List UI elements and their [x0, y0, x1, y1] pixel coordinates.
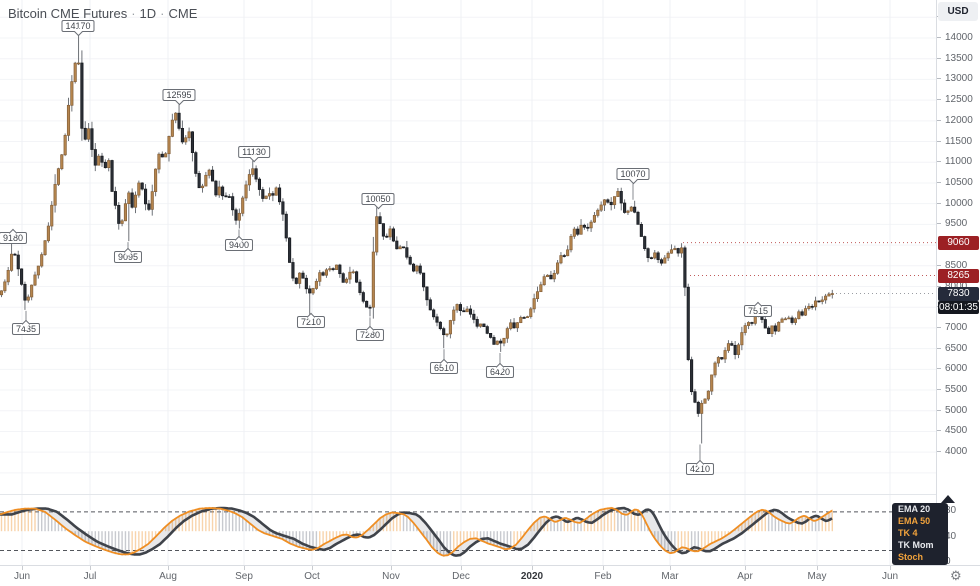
swing-label: 12595: [162, 89, 196, 101]
time-tick-mark: [461, 566, 462, 570]
time-tick-may: May: [807, 571, 827, 582]
time-tick-mark: [22, 566, 23, 570]
time-tick-mark: [168, 566, 169, 570]
symbol-name: Bitcoin CME Futures: [8, 6, 128, 21]
timezone-settings-gear-icon[interactable]: ⚙: [950, 568, 962, 583]
indicator-labels-box: EMA 20 EMA 50 TK 4 TK Mom Stoch: [892, 503, 948, 565]
time-tick-mark: [312, 566, 313, 570]
time-tick-jul: Jul: [83, 571, 97, 582]
oscillator-canvas: [0, 495, 936, 566]
title-separator: ·: [131, 6, 136, 21]
swing-label: 9095: [113, 251, 143, 263]
swing-label: 4210: [685, 463, 715, 475]
price-tick: 5000: [937, 405, 980, 417]
main-price-pane[interactable]: 14170 9180 7435 9095 12595 11130 9400 10050 7210…: [0, 0, 936, 494]
time-tick-mark: [745, 566, 746, 570]
price-tick: 5500: [937, 384, 980, 396]
price-tick: 8000: [937, 281, 980, 293]
time-axis[interactable]: Jun Jul Aug Sep Oct Nov Dec 2020 Feb Mar Apr May Jun: [0, 565, 980, 586]
time-tick-nov: Nov: [382, 571, 400, 582]
time-tick-sep: Sep: [235, 571, 253, 582]
indicator-label-ema-50: EMA 50: [898, 516, 931, 526]
price-axis[interactable]: 1450014000135001300012500120001150011000…: [936, 0, 980, 567]
time-tick-feb: Feb: [594, 571, 612, 582]
swing-label: 7280: [355, 329, 385, 341]
time-tick-dec: Dec: [452, 571, 470, 582]
swing-label: 6510: [429, 362, 459, 374]
swing-label: 10070: [616, 168, 650, 180]
time-tick-mark: [603, 566, 604, 570]
price-tick: 14000: [937, 32, 980, 44]
indicator-label-ema-20: EMA 20: [898, 504, 931, 514]
currency-toggle-button[interactable]: USD: [938, 2, 978, 21]
title-separator: ·: [160, 6, 165, 21]
time-tick-mark: [90, 566, 91, 570]
time-tick-mark: [670, 566, 671, 570]
swing-label: 9400: [224, 239, 254, 251]
indicator-pane[interactable]: [0, 494, 936, 566]
swing-label: 7435: [11, 323, 41, 335]
price-chart-canvas: [0, 0, 936, 494]
time-tick-mar: Mar: [661, 571, 679, 582]
countdown-label: 08:01:35: [938, 300, 979, 314]
time-tick-apr: Apr: [737, 571, 753, 582]
swing-label: 10050: [361, 193, 395, 205]
pane-arrow-icon[interactable]: [941, 495, 955, 503]
price-tick: 12500: [937, 94, 980, 106]
alert-price-label[interactable]: 9060: [938, 235, 979, 250]
time-tick-aug: Aug: [159, 571, 177, 582]
indicator-label-stoch: Stoch: [898, 552, 924, 562]
price-tick: 11000: [937, 156, 980, 168]
exchange-label: CME: [168, 6, 198, 21]
price-tick: 13500: [937, 53, 980, 65]
price-tick: 13000: [937, 73, 980, 85]
time-tick-mark: [890, 566, 891, 570]
time-tick-2020: 2020: [520, 571, 544, 582]
price-tick: 10000: [937, 198, 980, 210]
alert-price-label[interactable]: 8265: [938, 268, 979, 283]
price-tick: 11500: [937, 136, 980, 148]
swing-label: 7210: [296, 316, 326, 328]
time-tick-mark: [391, 566, 392, 570]
time-tick-mark: [244, 566, 245, 570]
last-price-label: 7830: [938, 286, 979, 301]
symbol-title: Bitcoin CME Futures · 1D · CME: [8, 6, 197, 21]
time-tick-mark: [532, 566, 533, 570]
swing-label: 9180: [0, 232, 28, 244]
swing-label: 6420: [485, 366, 515, 378]
price-tick: 12000: [937, 115, 980, 127]
swing-label: 11130: [238, 146, 270, 158]
swing-label: 14170: [61, 20, 95, 32]
time-tick-mark: [817, 566, 818, 570]
price-tick: 4000: [937, 446, 980, 458]
interval-label: 1D: [139, 6, 157, 21]
price-tick: 9500: [937, 218, 980, 230]
time-tick-jun: Jun: [13, 571, 31, 582]
time-tick-jun: Jun: [881, 571, 899, 582]
indicator-label-tk-4: TK 4: [898, 528, 918, 538]
indicator-label-tk-mom: TK Mom: [898, 540, 934, 550]
price-tick: 6000: [937, 363, 980, 375]
price-tick: 7000: [937, 322, 980, 334]
swing-label: 7515: [743, 305, 773, 317]
price-tick: 4500: [937, 425, 980, 437]
price-tick: 10500: [937, 177, 980, 189]
price-tick: 6500: [937, 343, 980, 355]
price-tick: 8500: [937, 260, 980, 272]
time-tick-oct: Oct: [304, 571, 320, 582]
